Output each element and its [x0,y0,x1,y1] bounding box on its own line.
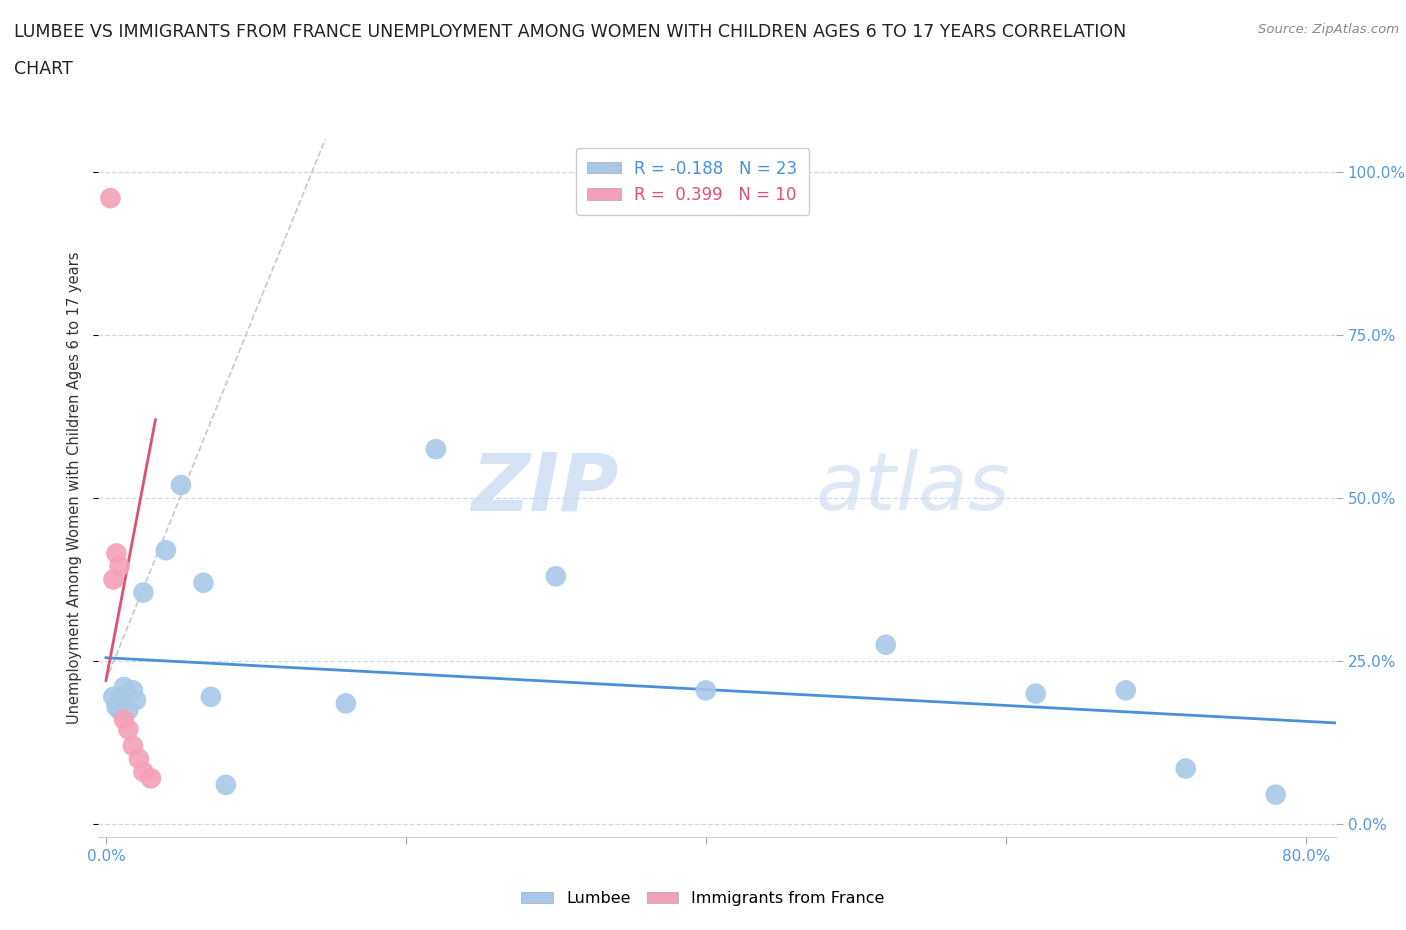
Point [193,576,215,591]
Point [132,585,155,600]
Text: Source: ZipAtlas.com: Source: ZipAtlas.com [1258,23,1399,36]
Point [215,777,238,792]
Point [544,569,567,584]
Point [155,543,177,558]
Point [132,764,155,779]
Point [335,696,357,711]
Text: CHART: CHART [14,60,73,78]
Point [103,689,125,704]
Point [108,702,131,717]
Point [1174,761,1197,776]
Point [1264,787,1286,802]
Point [103,572,125,587]
Point [125,693,148,708]
Text: atlas: atlas [815,449,1011,527]
Text: LUMBEE VS IMMIGRANTS FROM FRANCE UNEMPLOYMENT AMONG WOMEN WITH CHILDREN AGES 6 T: LUMBEE VS IMMIGRANTS FROM FRANCE UNEMPLO… [14,23,1126,41]
Point [200,689,222,704]
Text: ZIP: ZIP [471,449,619,527]
Legend: R = -0.188   N = 23, R =  0.399   N = 10: R = -0.188 N = 23, R = 0.399 N = 10 [575,148,808,216]
Point [105,699,128,714]
Point [108,559,131,574]
Y-axis label: Unemployment Among Women with Children Ages 6 to 17 years: Unemployment Among Women with Children A… [67,252,83,724]
Point [139,771,162,786]
Point [695,683,717,698]
Point [122,683,145,698]
Point [112,680,135,695]
Point [875,637,897,652]
Point [1115,683,1137,698]
Point [100,191,122,206]
Point [112,712,135,727]
Point [425,442,447,457]
Point [128,751,150,766]
Point [110,689,132,704]
Point [122,738,145,753]
Point [105,546,128,561]
Point [1025,686,1047,701]
Point [117,702,139,717]
Point [170,477,193,492]
Legend: Lumbee, Immigrants from France: Lumbee, Immigrants from France [515,885,891,912]
Point [117,722,139,737]
